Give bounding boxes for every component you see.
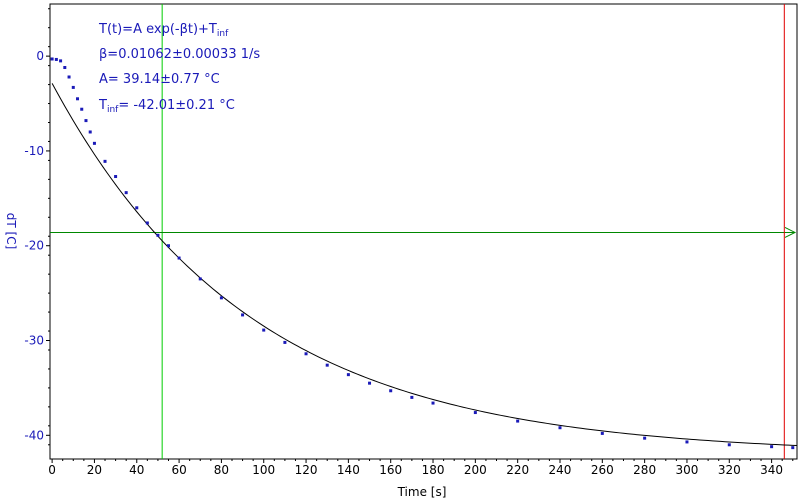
data-point <box>283 340 287 344</box>
data-point <box>84 119 88 123</box>
y-tick-label: -20 <box>24 239 44 253</box>
data-point <box>346 373 350 377</box>
x-tick-label: 280 <box>633 463 656 477</box>
data-point <box>431 401 435 405</box>
plot-frame <box>49 3 798 460</box>
data-point <box>410 395 414 399</box>
x-tick-label: 20 <box>87 463 102 477</box>
x-axis-title: Time [s] <box>397 485 447 499</box>
y-tick-label: -10 <box>24 144 44 158</box>
data-point <box>63 66 67 70</box>
model-label: T(t)=A exp(-βt)+Tinf <box>98 22 229 39</box>
x-tick-label: 140 <box>337 463 360 477</box>
fit-annotation: T(t)=A exp(-βt)+Tinf β=0.01062±0.00033 1… <box>98 22 260 115</box>
x-tick-label: 220 <box>506 463 529 477</box>
data-point <box>80 107 84 111</box>
data-point <box>325 363 329 367</box>
beta-label: β=0.01062±0.00033 1/s <box>99 47 260 62</box>
y-tick-label: -30 <box>24 334 44 348</box>
data-point <box>516 419 520 423</box>
data-point <box>145 221 149 225</box>
data-point <box>219 296 223 300</box>
x-tick-label: 200 <box>464 463 487 477</box>
data-point <box>114 175 118 179</box>
x-tick-label: 0 <box>48 463 56 477</box>
data-point <box>304 352 308 356</box>
y-tick-label: -40 <box>24 428 44 442</box>
tinf-value: = -42.01±0.21 °C <box>118 98 234 113</box>
tinf-label: Tinf= -42.01±0.21 °C <box>98 98 235 115</box>
x-tick-label: 40 <box>129 463 144 477</box>
data-point <box>124 191 128 195</box>
data-point <box>262 328 266 332</box>
cursor-arrow-icon[interactable] <box>784 227 797 238</box>
x-tick-label: 240 <box>549 463 572 477</box>
data-point <box>88 130 92 134</box>
x-tick-label: 180 <box>422 463 445 477</box>
x-tick-label: 120 <box>295 463 318 477</box>
x-tick-label: 320 <box>718 463 741 477</box>
data-point <box>76 97 80 101</box>
data-point <box>473 411 477 415</box>
x-tick-label: 60 <box>171 463 186 477</box>
data-point <box>791 446 795 450</box>
data-point <box>67 75 71 79</box>
data-point <box>135 206 139 210</box>
model-text: T(t)=A exp(-βt)+T <box>98 22 217 37</box>
amplitude-label: A= 39.14±0.77 °C <box>99 72 220 87</box>
data-point <box>92 141 96 145</box>
data-point <box>50 57 54 61</box>
data-series <box>50 57 798 450</box>
data-point <box>156 233 160 237</box>
data-point <box>241 313 245 317</box>
y-tick-label: 0 <box>36 49 44 63</box>
data-point <box>368 381 372 385</box>
x-tick-label: 300 <box>676 463 699 477</box>
x-tick-label: 100 <box>252 463 275 477</box>
data-point <box>389 389 393 393</box>
x-tick-label: 160 <box>379 463 402 477</box>
tinf-letter: T <box>98 98 107 113</box>
data-point <box>198 277 202 281</box>
x-tick-label: 340 <box>760 463 783 477</box>
data-point <box>770 445 774 449</box>
x-tick-label: 80 <box>214 463 229 477</box>
data-point <box>643 436 647 440</box>
y-axis-title: dT [C] <box>4 213 18 250</box>
fit-curve <box>51 83 798 447</box>
data-point <box>177 256 181 260</box>
data-point <box>59 59 63 63</box>
tinf-subscript: inf <box>107 105 119 115</box>
data-point <box>71 85 75 89</box>
data-point <box>167 244 170 248</box>
data-point <box>727 443 731 447</box>
data-point <box>558 426 562 430</box>
data-point <box>54 57 58 61</box>
data-point <box>685 440 689 444</box>
model-subscript: inf <box>217 29 229 39</box>
x-tick-label: 260 <box>591 463 614 477</box>
data-point <box>600 431 604 435</box>
data-point <box>103 159 107 163</box>
